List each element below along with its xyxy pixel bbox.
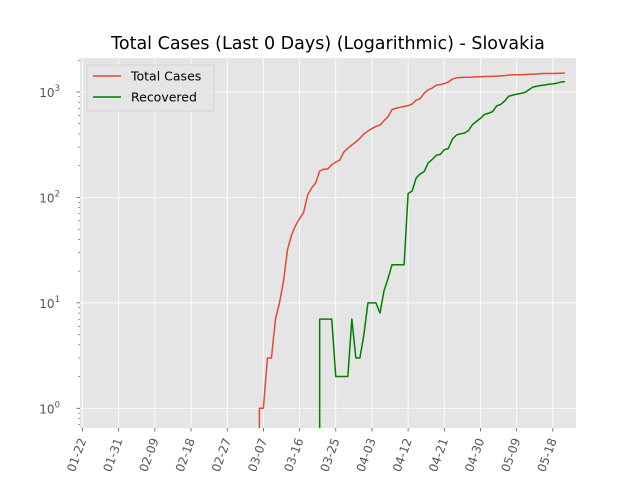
y-tick-label: 102 [39,189,60,205]
y-axis: 100 101 102 103 [39,59,80,425]
x-tick-label: 01-22 [64,436,89,474]
series-line-total-cases [258,72,565,428]
chart-title: Total Cases (Last 0 Days) (Logarithmic) … [110,34,545,54]
x-tick-label: 03-07 [245,436,270,474]
x-tick-label: 02-18 [173,436,198,474]
x-tick-label: 01-31 [100,436,125,474]
legend-label-recovered: Recovered [131,90,197,105]
x-tick-label: 03-16 [281,436,306,474]
y-tick-label: 103 [39,84,60,100]
series-lines [258,72,565,428]
plot-background [80,58,576,428]
x-tick-label: 03-25 [317,436,342,474]
legend: Total Cases Recovered [86,64,215,112]
y-tick-label: 101 [39,295,60,311]
series-line-recovered [318,80,565,428]
grid [80,58,576,428]
legend-label-total-cases: Total Cases [130,69,201,84]
x-tick-label: 04-12 [390,436,415,474]
x-tick-label: 04-30 [462,436,487,474]
x-tick-label: 05-09 [498,436,523,474]
x-tick-label: 02-27 [209,436,234,474]
y-tick-label: 100 [39,400,60,416]
x-tick-label: 04-03 [354,436,379,474]
x-axis: 01-22 01-31 02-09 02-18 02-27 03-07 03-16 03-25… [64,428,560,474]
x-tick-label: 02-09 [137,436,162,474]
x-tick-label: 05-18 [535,436,560,474]
x-tick-label: 04-21 [426,436,451,474]
